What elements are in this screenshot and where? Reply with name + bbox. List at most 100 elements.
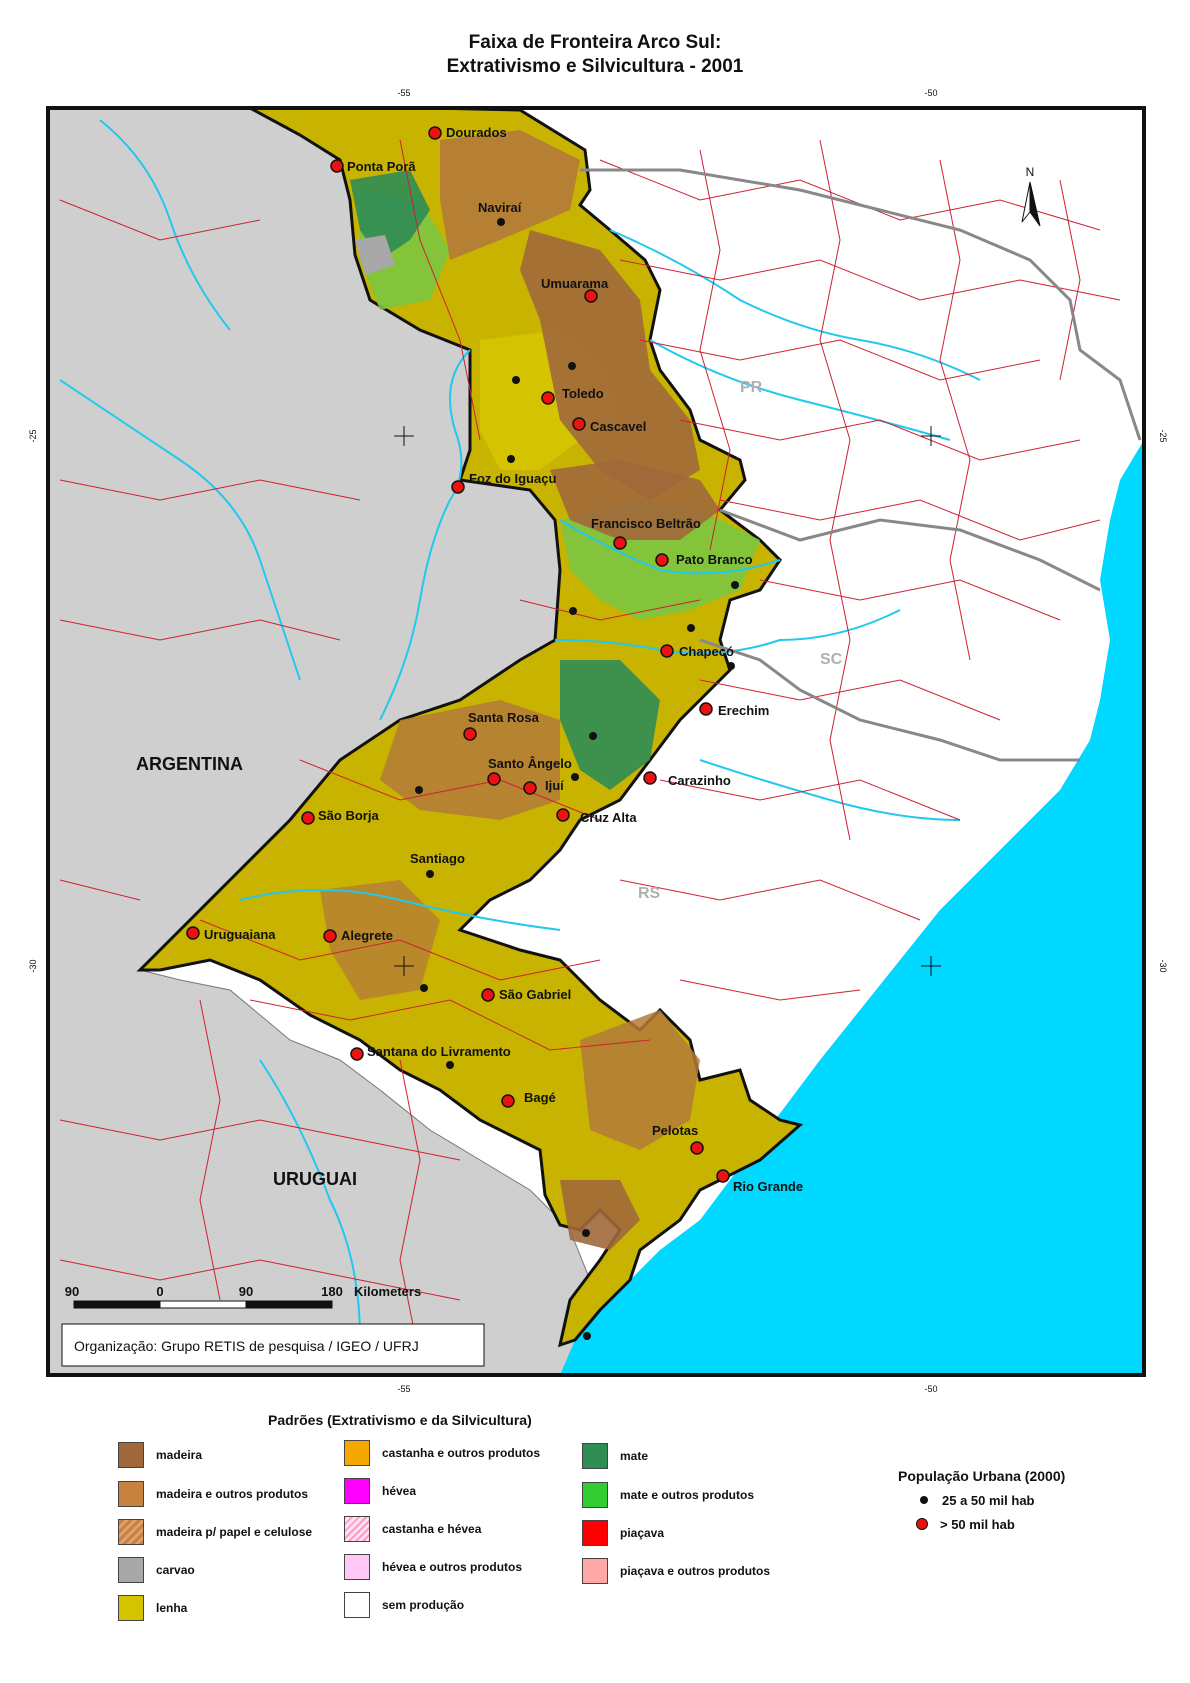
city-label: Chapecó bbox=[679, 644, 734, 659]
zone-madeira-outros-north bbox=[440, 130, 580, 260]
population-legend-heading: População Urbana (2000) bbox=[898, 1468, 1066, 1484]
north-arrow-icon: N bbox=[1021, 165, 1041, 227]
city-marker bbox=[501, 1094, 515, 1108]
scale-bar-tick-label: 90 bbox=[239, 1284, 253, 1299]
city-marker-small bbox=[731, 581, 739, 589]
graticule-left-label: -30 bbox=[28, 959, 38, 972]
legend-item: mate e outros produtos bbox=[582, 1482, 754, 1508]
city-label: Foz do Iguaçu bbox=[469, 471, 556, 486]
population-legend-item-small: 25 a 50 mil hab bbox=[916, 1491, 1035, 1509]
city-marker bbox=[463, 727, 477, 741]
state-borders bbox=[580, 168, 1142, 762]
legend-label: castanha e hévea bbox=[382, 1522, 482, 1536]
city-label: Alegrete bbox=[341, 928, 393, 943]
city-marker-small bbox=[497, 218, 505, 226]
graticule-top-label: -55 bbox=[397, 88, 410, 98]
legend-swatch bbox=[582, 1443, 608, 1469]
city-marker-small bbox=[426, 870, 434, 878]
scale-bar-unit: Kilometers bbox=[354, 1284, 421, 1299]
city-label: Dourados bbox=[446, 125, 507, 140]
river-network bbox=[59, 119, 981, 1341]
large-city-symbol-icon bbox=[916, 1518, 928, 1530]
city-label: Ijuí bbox=[545, 778, 564, 793]
city-marker-small bbox=[583, 1332, 591, 1340]
city-label: Pato Branco bbox=[676, 552, 753, 567]
legend-item: castanha e hévea bbox=[344, 1516, 481, 1542]
zone-madeira-outros-south bbox=[320, 880, 440, 1000]
zone-madeira-center bbox=[550, 460, 720, 540]
map-frame bbox=[46, 106, 1146, 1377]
city-label-small: Santiago bbox=[410, 851, 465, 866]
city-marker-small bbox=[687, 624, 695, 632]
city-marker bbox=[572, 417, 586, 431]
city-marker-small bbox=[512, 376, 520, 384]
city-label: Toledo bbox=[562, 386, 604, 401]
zone-carvao bbox=[355, 235, 395, 275]
zone-mate-center bbox=[560, 660, 660, 790]
city-marker bbox=[643, 771, 657, 785]
city-marker bbox=[556, 808, 570, 822]
legend-swatch bbox=[344, 1554, 370, 1580]
map-title-line-2: Extrativismo e Silvicultura - 2001 bbox=[446, 56, 744, 77]
city-marker bbox=[301, 811, 315, 825]
legend-item: lenha bbox=[118, 1595, 187, 1621]
zone-madeira-outros-center bbox=[380, 700, 560, 820]
city-marker bbox=[451, 480, 465, 494]
city-label: Carazinho bbox=[668, 773, 731, 788]
svg-text:N: N bbox=[1026, 165, 1035, 179]
legend-item: castanha e outros produtos bbox=[344, 1440, 540, 1466]
city-marker-small bbox=[571, 773, 579, 781]
road-network bbox=[59, 139, 1121, 1361]
state-label-rs: RS bbox=[638, 885, 661, 902]
city-label-small: Naviraí bbox=[478, 200, 522, 215]
legend-swatch bbox=[344, 1516, 370, 1542]
scale-bar: 90 0 90 180 Kilometers bbox=[65, 1284, 421, 1309]
legend-label: mate bbox=[620, 1449, 649, 1463]
map-title-line-1: Faixa de Fronteira Arco Sul: bbox=[468, 32, 722, 53]
legend-swatch bbox=[344, 1592, 370, 1618]
city-marker bbox=[350, 1047, 364, 1061]
city-markers-small bbox=[415, 218, 739, 1340]
legend-label: madeira bbox=[156, 1448, 203, 1462]
legend-label: mate e outros produtos bbox=[620, 1488, 755, 1502]
city-marker bbox=[481, 988, 495, 1002]
legend-label: madeira e outros produtos bbox=[156, 1487, 309, 1501]
city-label: Ponta Porã bbox=[347, 159, 416, 174]
legend-swatch bbox=[344, 1478, 370, 1504]
city-label: Cruz Alta bbox=[580, 810, 637, 825]
city-marker bbox=[330, 159, 344, 173]
legend-label: lenha bbox=[156, 1601, 188, 1615]
legend-item: madeira bbox=[118, 1442, 202, 1468]
graticule-left-label: -25 bbox=[28, 429, 38, 442]
city-label: São Gabriel bbox=[499, 987, 571, 1002]
city-marker bbox=[584, 289, 598, 303]
city-marker-small bbox=[727, 662, 735, 670]
city-marker bbox=[699, 702, 713, 716]
legend-label: hévea bbox=[382, 1484, 417, 1498]
ocean-area bbox=[560, 440, 1144, 1375]
population-legend-item-large: > 50 mil hab bbox=[914, 1515, 1015, 1533]
legend-label: sem produção bbox=[382, 1598, 465, 1612]
city-marker bbox=[655, 553, 669, 567]
legend-label: piaçava e outros produtos bbox=[620, 1564, 771, 1578]
legend-item: piaçava e outros produtos bbox=[582, 1558, 770, 1584]
legend-item: madeira p/ papel e celulose bbox=[118, 1519, 312, 1545]
legend-label: piaçava bbox=[620, 1526, 665, 1540]
legend-item: hévea e outros produtos bbox=[344, 1554, 522, 1580]
scale-bar-tick-label: 180 bbox=[321, 1284, 343, 1299]
scale-bar-tick-label: 90 bbox=[65, 1284, 79, 1299]
city-marker-small bbox=[582, 1229, 590, 1237]
legend-swatch bbox=[118, 1557, 144, 1583]
city-marker bbox=[487, 772, 501, 786]
city-marker-small bbox=[589, 732, 597, 740]
state-label-pr: PR bbox=[740, 379, 763, 396]
legend-item: sem produção bbox=[344, 1592, 464, 1618]
legend-item: madeira e outros produtos bbox=[118, 1481, 308, 1507]
city-marker-small bbox=[415, 786, 423, 794]
city-marker-small bbox=[446, 1061, 454, 1069]
legend-label: castanha e outros produtos bbox=[382, 1446, 541, 1460]
city-markers-large bbox=[186, 126, 730, 1183]
city-marker bbox=[428, 126, 442, 140]
legend-swatch bbox=[344, 1440, 370, 1466]
legend-item: hévea bbox=[344, 1478, 416, 1504]
